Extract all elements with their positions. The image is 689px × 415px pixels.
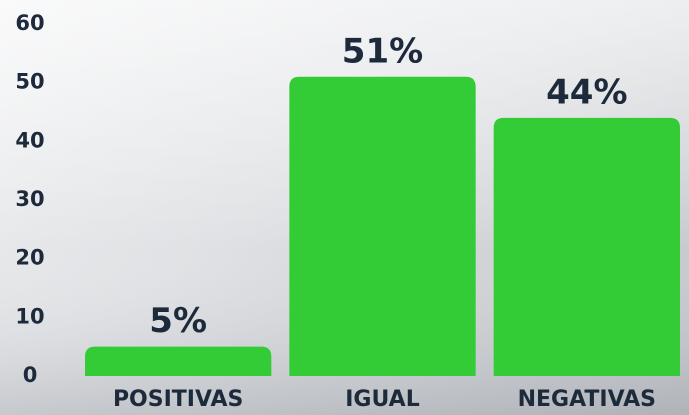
value-label: 44% xyxy=(546,72,627,112)
y-tick-label: 0 xyxy=(23,363,38,387)
y-tick-label: 30 xyxy=(15,187,44,211)
y-tick-label: 50 xyxy=(15,70,44,94)
y-tick-label: 40 xyxy=(15,128,44,152)
x-tick-label: POSITIVAS xyxy=(113,387,243,412)
value-label: 5% xyxy=(149,301,207,341)
x-tick-label: IGUAL xyxy=(345,387,419,412)
page: {"chart_data": {"type": "bar", "categori… xyxy=(0,0,689,415)
y-tick-label: 60 xyxy=(15,11,44,35)
bar xyxy=(85,347,271,376)
bar xyxy=(494,118,680,376)
chart: 0 10 20 30 40 50 60 POSITIVAS 5% IGUAL 51% NEGATIVA… xyxy=(0,0,689,415)
bar xyxy=(289,77,475,376)
y-tick-label: 10 xyxy=(15,304,44,328)
x-tick-label: NEGATIVAS xyxy=(518,387,656,412)
value-label: 51% xyxy=(342,31,423,71)
y-tick-label: 20 xyxy=(15,246,44,270)
